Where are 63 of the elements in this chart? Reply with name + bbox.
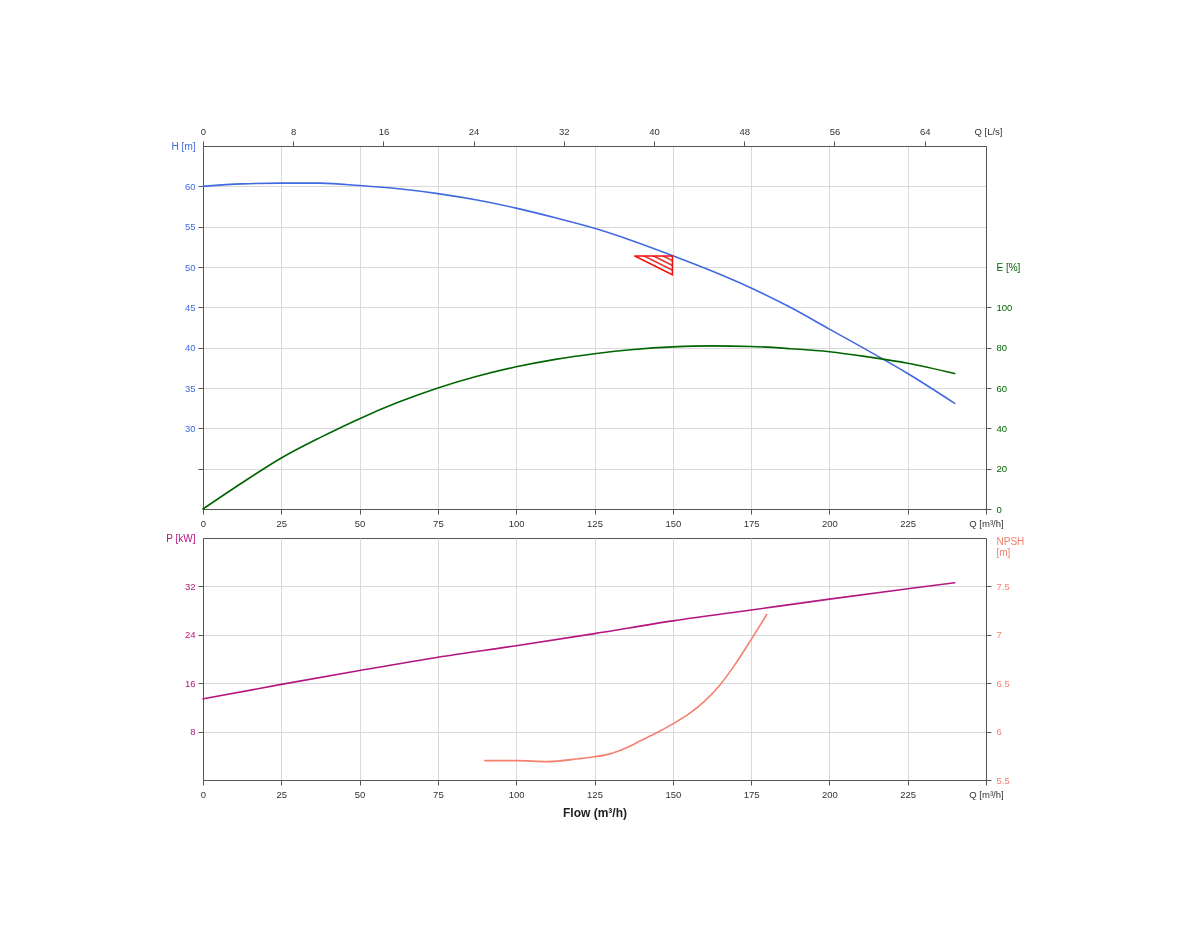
y-tick-label: 16 bbox=[184, 677, 196, 689]
line-series bbox=[484, 613, 768, 763]
x-tick-label: 175 bbox=[743, 517, 760, 529]
x2-tick-label: 0 bbox=[200, 125, 207, 137]
x-tick-label: 100 bbox=[508, 788, 525, 800]
y2-axis-title: NPSH [m] bbox=[996, 535, 1025, 558]
x-tick-label: 0 bbox=[200, 788, 207, 800]
y2-tick-label: 6.5 bbox=[996, 677, 1010, 689]
y-tick-label: 35 bbox=[184, 382, 196, 394]
y-axis-title: P [kW] bbox=[166, 532, 196, 544]
y2-tick-label: 80 bbox=[996, 342, 1008, 354]
y-tick-label: 24 bbox=[184, 629, 196, 641]
y-tick-label: 55 bbox=[184, 221, 196, 233]
y-tick-label: 30 bbox=[184, 422, 196, 434]
y-tick-label: 8 bbox=[190, 726, 196, 738]
y2-tick-label: 7 bbox=[996, 629, 1002, 641]
line-series bbox=[202, 182, 956, 405]
line-series bbox=[202, 345, 956, 510]
x-tick-label: 75 bbox=[433, 788, 444, 800]
x2-tick-label: 40 bbox=[649, 125, 660, 137]
y2-tick-label: 7.5 bbox=[996, 580, 1010, 592]
x2-tick-label: 24 bbox=[468, 125, 480, 137]
x-tick-label: 200 bbox=[821, 517, 838, 529]
y2-tick-label: 60 bbox=[996, 382, 1008, 394]
y2-tick-label: 5.5 bbox=[996, 774, 1010, 786]
y2-axis-title: E [%] bbox=[996, 261, 1021, 273]
x-axis-title: Flow (m³/h) bbox=[563, 805, 627, 820]
y2-tick-label: 0 bbox=[996, 503, 1002, 515]
x-tick-label: 150 bbox=[665, 788, 682, 800]
x-tick-label: 50 bbox=[354, 517, 366, 529]
y-tick-label: 50 bbox=[184, 261, 196, 273]
x-tick-label: 100 bbox=[508, 517, 525, 529]
x-tick-label: 25 bbox=[276, 517, 288, 529]
y2-tick-label: 6 bbox=[996, 726, 1002, 738]
y2-tick-label: 40 bbox=[996, 422, 1008, 434]
x-tick-label: 225 bbox=[900, 788, 917, 800]
x2-tick-label: 64 bbox=[919, 125, 931, 137]
y-tick-label: 32 bbox=[184, 580, 196, 592]
x2-tick-label: 48 bbox=[739, 125, 751, 137]
y-tick-label: 40 bbox=[184, 342, 196, 354]
y2-tick-label: 20 bbox=[996, 463, 1008, 475]
x-tick-label: Q [m³/h] bbox=[969, 517, 1004, 529]
x-tick-label: 25 bbox=[276, 788, 288, 800]
x-tick-label: 75 bbox=[433, 517, 444, 529]
line-series bbox=[202, 581, 956, 700]
y-tick-label: 45 bbox=[184, 301, 196, 313]
x2-axis-title: Q [L/s] bbox=[974, 125, 1003, 137]
x-tick-label: 125 bbox=[587, 788, 603, 800]
x-tick-label: 225 bbox=[900, 517, 917, 529]
x2-tick-label: 16 bbox=[378, 125, 390, 137]
x2-tick-label: 8 bbox=[291, 125, 297, 137]
y2-tick-label: 100 bbox=[996, 301, 1013, 313]
y-axis-title: H [m] bbox=[171, 140, 196, 152]
x2-tick-label: 56 bbox=[829, 125, 841, 137]
x-tick-label: 0 bbox=[200, 517, 207, 529]
x2-tick-label: 32 bbox=[559, 125, 570, 137]
x-tick-label: 50 bbox=[354, 788, 366, 800]
x-tick-label: 125 bbox=[587, 517, 603, 529]
x-tick-label: 200 bbox=[821, 788, 838, 800]
x-tick-label: 150 bbox=[665, 517, 682, 529]
x-tick-label: 175 bbox=[743, 788, 760, 800]
y-tick-label: 60 bbox=[184, 180, 196, 192]
x-tick-label: Q [m³/h] bbox=[969, 788, 1004, 800]
